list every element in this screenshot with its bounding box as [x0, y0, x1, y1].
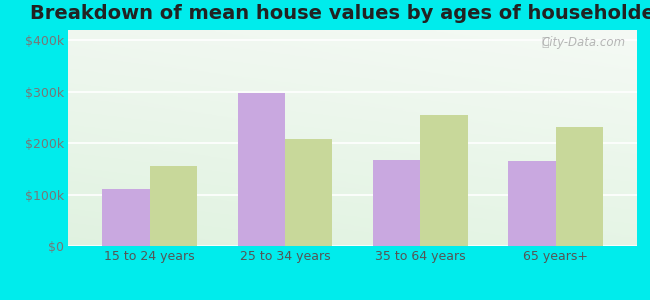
- Bar: [285, 139, 332, 246]
- Bar: [508, 161, 556, 246]
- Text: City-Data.com: City-Data.com: [541, 37, 625, 50]
- Text: ⦾: ⦾: [541, 37, 549, 50]
- Bar: [150, 166, 197, 246]
- Bar: [373, 160, 421, 246]
- Bar: [237, 93, 285, 246]
- Bar: [556, 127, 603, 246]
- Bar: [421, 115, 468, 246]
- Title: Breakdown of mean house values by ages of householders: Breakdown of mean house values by ages o…: [30, 4, 650, 23]
- Bar: [102, 189, 150, 246]
